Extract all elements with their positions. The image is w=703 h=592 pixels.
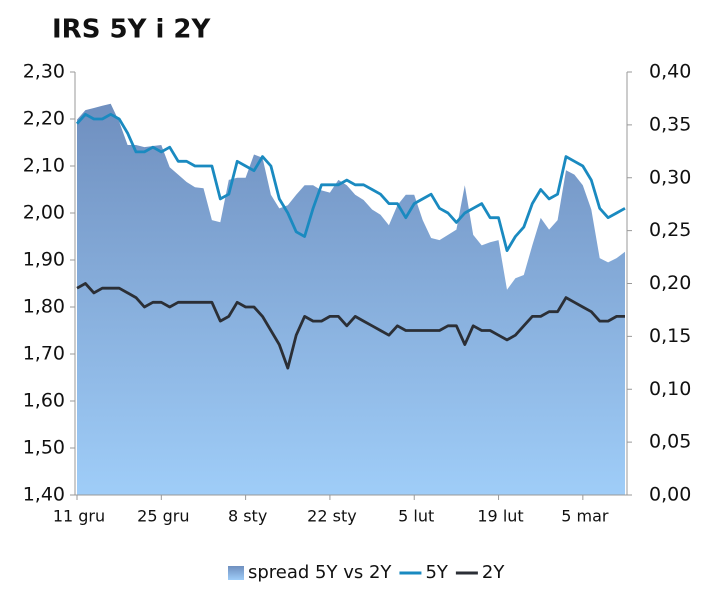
y-tick-label: 2,10 — [23, 155, 65, 177]
y-tick-label: 1,90 — [23, 249, 65, 271]
legend-label: spread 5Y vs 2Y — [248, 562, 392, 583]
y-tick-label: 1,60 — [23, 390, 65, 412]
y-tick-label: 2,20 — [23, 108, 65, 130]
y2-tick-label: 0,00 — [649, 484, 691, 506]
y2-tick-label: 0,15 — [649, 325, 691, 347]
y-tick-label: 1,40 — [23, 484, 65, 506]
y2-tick-label: 0,10 — [649, 378, 691, 400]
y2-tick-label: 0,35 — [649, 113, 691, 135]
x-tick-label: 11 gru — [53, 507, 105, 526]
y-tick-label: 1,50 — [23, 437, 65, 459]
y-tick-label: 1,80 — [23, 296, 65, 318]
y-tick-label: 2,30 — [23, 61, 65, 83]
line — [75, 112, 626, 252]
y-tick-label: 2,00 — [23, 202, 65, 224]
x-tick-label: 8 sty — [228, 507, 267, 526]
x-tick-label: 25 gru — [137, 507, 189, 526]
x-tick-label: 22 sty — [307, 507, 357, 526]
y-tick-label: 1,70 — [23, 343, 65, 365]
y2-tick-label: 0,40 — [649, 61, 691, 83]
legend-swatch — [228, 566, 244, 580]
line — [76, 282, 625, 370]
y2-tick-label: 0,05 — [649, 431, 691, 453]
x-tick-label: 19 lut — [477, 507, 523, 526]
area — [77, 103, 625, 495]
x-tick-label: 5 mar — [561, 507, 609, 526]
legend-label: 5Y — [425, 562, 448, 583]
y2-tick-label: 0,20 — [649, 272, 691, 294]
legend-label: 2Y — [482, 562, 505, 583]
x-tick-label: 5 lut — [398, 507, 434, 526]
y2-tick-label: 0,30 — [649, 166, 691, 188]
y2-tick-label: 0,25 — [649, 219, 691, 241]
chart-title: IRS 5Y i 2Y — [52, 15, 211, 45]
